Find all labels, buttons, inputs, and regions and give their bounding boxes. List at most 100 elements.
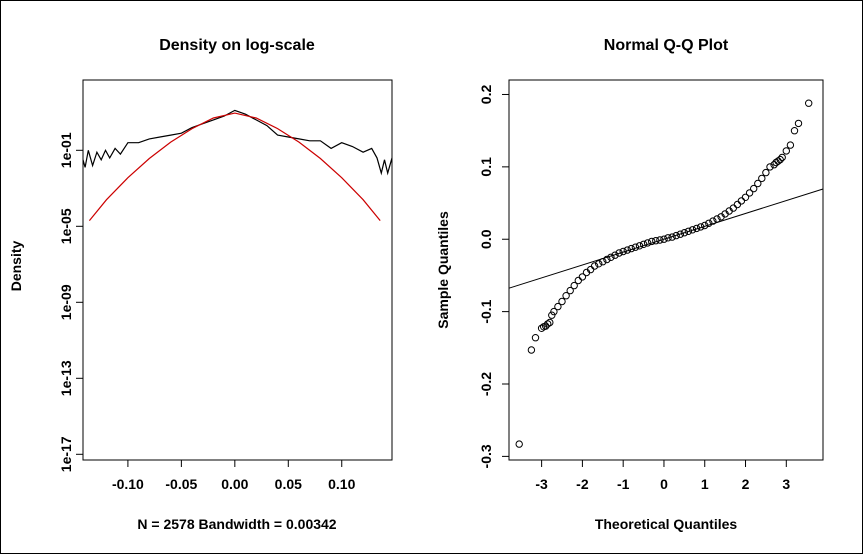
qq-point [668, 233, 676, 241]
qq-point [672, 231, 680, 240]
qq-point [766, 163, 774, 171]
qq-point [688, 226, 697, 234]
qq-point [546, 318, 554, 327]
qq-point [786, 141, 795, 149]
qq-point [762, 168, 770, 177]
qq-point [692, 224, 701, 233]
qq-point [713, 215, 721, 223]
qq-point [531, 334, 540, 342]
density-x-tick-label: 0.00 [221, 476, 248, 492]
qq-point [656, 236, 664, 244]
qq-point [527, 346, 536, 354]
qq-point [782, 147, 790, 155]
qq-point [729, 204, 737, 212]
qq-x-tick-label: 1 [701, 476, 709, 492]
qq-point [652, 237, 660, 245]
qq-point [554, 302, 562, 311]
qq-point [631, 243, 640, 251]
density-estimate-line [82, 109, 393, 176]
qq-point [515, 440, 523, 448]
density-plot-box [82, 79, 393, 461]
qq-x-tick-label: -2 [576, 476, 589, 492]
qq-point [778, 153, 786, 162]
qq-point [776, 155, 784, 164]
qq-point [635, 242, 644, 250]
qq-plot-box [508, 79, 824, 461]
qq-point [774, 157, 782, 165]
qq-point [805, 99, 813, 107]
qq-point [643, 239, 652, 247]
density-x-ticks: -0.10 -0.05 0.00 0.05 0.10 [112, 460, 356, 492]
qq-y-tick-label: 0.0 [478, 229, 494, 249]
qq-point [537, 324, 546, 332]
qq-x-axis-label: Theoretical Quantiles [595, 516, 738, 532]
density-panel: Density on log-scale N = 2578 Bandwidth … [8, 37, 393, 532]
density-y-tick-label: 1e-17 [58, 436, 74, 472]
qq-point [595, 260, 603, 268]
qq-point [684, 227, 693, 236]
qq-x-tick-label: 2 [742, 476, 750, 492]
qq-point [578, 273, 587, 281]
qq-points [515, 99, 813, 448]
qq-x-tick-label: -1 [617, 476, 630, 492]
qq-point [627, 244, 635, 253]
density-y-ticks: 1e-01 1e-05 1e-09 1e-13 1e-17 [58, 132, 83, 472]
qq-point [750, 184, 758, 193]
qq-reference-line [508, 188, 824, 289]
qq-y-tick-label: 0.1 [478, 157, 494, 177]
qq-point [542, 322, 550, 330]
density-x-tick-label: -0.05 [165, 476, 197, 492]
density-series [82, 109, 393, 221]
qq-x-tick-label: 3 [782, 476, 790, 492]
qq-point [664, 234, 672, 242]
density-x-tick-label: -0.10 [112, 476, 144, 492]
qq-point [741, 193, 750, 202]
qq-reference-line-group [508, 188, 824, 289]
density-y-tick-label: 1e-13 [58, 360, 74, 396]
qq-point [745, 189, 754, 197]
qq-point [660, 235, 668, 243]
qq-point [558, 297, 566, 306]
qq-point [619, 247, 627, 256]
qq-point [737, 197, 746, 205]
density-y-axis-label: Density [8, 241, 24, 292]
density-y-tick-label: 1e-09 [58, 284, 74, 320]
qq-point [603, 255, 611, 264]
density-x-tick-label: 0.10 [328, 476, 355, 492]
qq-point [590, 262, 599, 270]
qq-point [562, 292, 570, 300]
qq-x-tick-label: 0 [660, 476, 668, 492]
qq-y-ticks: 0.2 0.1 0.0 -0.1 -0.2 -0.3 [478, 85, 509, 468]
qq-point [705, 219, 713, 228]
qq-y-tick-label: -0.3 [478, 444, 494, 468]
density-title: Density on log-scale [159, 37, 315, 54]
qq-point [790, 127, 799, 135]
qq-point [599, 258, 607, 266]
qq-point [733, 200, 742, 209]
qq-point [701, 221, 709, 230]
density-x-axis-label: N = 2578 Bandwidth = 0.00342 [137, 516, 336, 532]
qq-point [623, 246, 631, 254]
qq-point [548, 311, 556, 319]
qq-point [566, 286, 574, 295]
qq-point [544, 320, 552, 328]
qq-point [550, 307, 558, 316]
qq-panel: Normal Q-Q Plot Theoretical Quantiles Sa… [435, 37, 824, 532]
qq-point [754, 179, 762, 188]
qq-y-tick-label: -0.1 [478, 299, 494, 323]
qq-y-tick-label: -0.2 [478, 372, 494, 396]
qq-x-ticks: -3 -2 -1 0 1 2 3 [535, 460, 790, 492]
qq-point [709, 217, 717, 225]
density-y-tick-label: 1e-05 [58, 208, 74, 244]
qq-y-axis-label: Sample Quantiles [435, 211, 451, 329]
qq-point [611, 251, 619, 259]
qq-point [615, 249, 623, 257]
qq-point [676, 230, 684, 238]
qq-y-tick-label: 0.2 [478, 85, 494, 105]
qq-point [639, 240, 648, 249]
qq-point [570, 281, 578, 290]
qq-point [758, 174, 766, 183]
qq-point [648, 237, 656, 246]
